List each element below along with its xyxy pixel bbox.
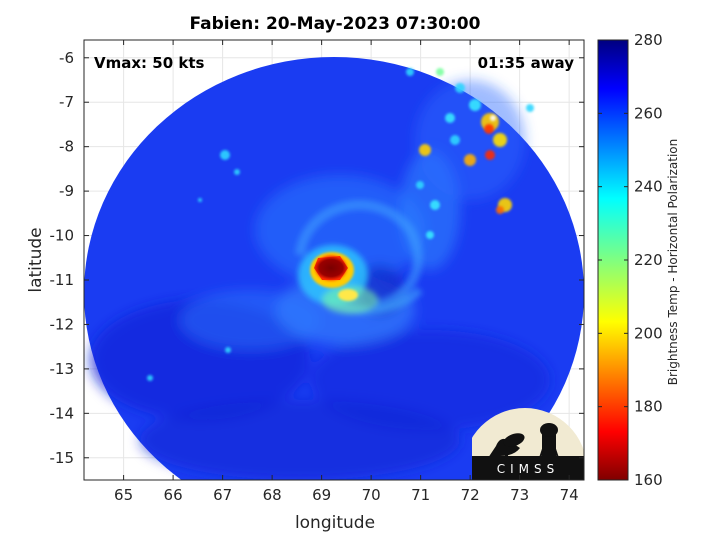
- x-tick-label: 74: [560, 486, 579, 504]
- x-tick-label: 69: [312, 486, 331, 504]
- y-tick-label: -11: [50, 271, 75, 289]
- vmax-annotation: Vmax: 50 kts: [94, 54, 204, 72]
- y-tick-label: -12: [50, 315, 75, 333]
- convection-cell: [225, 347, 231, 353]
- chart-title: Fabien: 20-May-2023 07:30:00: [190, 14, 481, 34]
- colorbar-tick-label: 220: [634, 251, 663, 269]
- convection-cell: [526, 104, 534, 112]
- y-tick-label: -7: [59, 93, 74, 111]
- y-axis-label: latitude: [26, 227, 46, 292]
- colorbar-label: Brightness Temp - Horizontal Polarizatio…: [666, 139, 680, 386]
- convection-cell: [419, 144, 431, 156]
- cool-band: [255, 175, 425, 285]
- x-tick-label: 68: [263, 486, 282, 504]
- convection-cell: [430, 200, 440, 210]
- y-tick-label: -8: [59, 138, 74, 156]
- time-away-annotation: 01:35 away: [478, 54, 575, 72]
- x-tick-label: 66: [164, 486, 183, 504]
- convection-cell: [436, 68, 444, 76]
- convection-cell: [426, 231, 434, 239]
- y-tick-label: -13: [50, 360, 75, 378]
- colorbar-tick-label: 260: [634, 104, 663, 122]
- cimss-logo: CIMSS: [472, 408, 584, 480]
- x-tick-label: 73: [510, 486, 529, 504]
- axes-frame: [83, 39, 585, 481]
- y-tick-label: -14: [50, 404, 75, 422]
- y-tick-label: -9: [59, 182, 74, 200]
- convection-cell: [406, 68, 414, 76]
- brightness-temp-swath: [84, 57, 584, 480]
- x-axis-label: longitude: [295, 513, 375, 533]
- x-tick-label: 67: [213, 486, 232, 504]
- colorbar-tick-label: 160: [634, 471, 663, 489]
- y-tick-label: -10: [50, 227, 75, 245]
- x-tick-label: 72: [461, 486, 480, 504]
- convection-cell: [490, 115, 496, 121]
- y-tick-label: -15: [50, 449, 75, 467]
- convection-cell: [469, 99, 481, 111]
- cool-band: [180, 290, 320, 350]
- x-tick-label: 70: [362, 486, 381, 504]
- convection-cell: [485, 150, 495, 160]
- convection-cell: [455, 83, 465, 93]
- colorbar-tick-label: 280: [634, 31, 663, 49]
- colorbar: [597, 39, 629, 481]
- convection-cell: [220, 150, 230, 160]
- convection-cell: [484, 124, 494, 134]
- convection-cell: [416, 181, 424, 189]
- x-tick-label: 65: [114, 486, 133, 504]
- warm-band: [140, 400, 460, 480]
- x-tick-label: 71: [411, 486, 430, 504]
- storm-core: [314, 256, 348, 280]
- y-tick-label: -6: [59, 49, 74, 67]
- cimss-logo-text: CIMSS: [497, 462, 560, 476]
- convection-cell: [234, 169, 240, 175]
- convection-cell: [445, 113, 455, 123]
- convection-ring: [338, 289, 358, 301]
- convection-cell: [147, 375, 153, 381]
- colorbar-tick-label: 180: [634, 398, 663, 416]
- colorbar-tick-label: 200: [634, 324, 663, 342]
- convection-cell: [464, 154, 476, 166]
- convection-cell: [198, 198, 202, 202]
- convection-cell: [496, 206, 504, 214]
- colorbar-tick-label: 240: [634, 178, 663, 196]
- spiral-band: [295, 200, 423, 310]
- cool-band: [415, 80, 525, 200]
- convection-cell: [493, 133, 507, 147]
- convection-cell: [450, 135, 460, 145]
